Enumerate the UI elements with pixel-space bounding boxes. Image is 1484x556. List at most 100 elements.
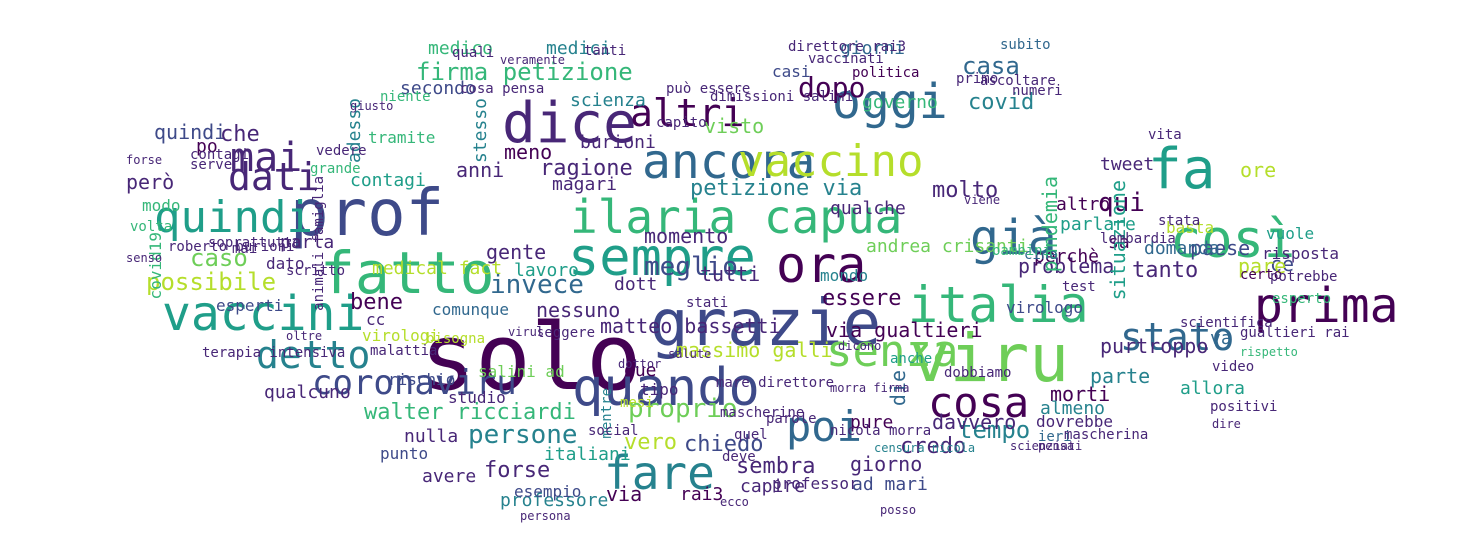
cloud-word: ore: [1240, 158, 1277, 182]
cloud-word: scienza: [570, 90, 646, 111]
cloud-word: punto: [380, 444, 429, 463]
cloud-word: fare: [604, 446, 715, 500]
cloud-word: esperti: [216, 296, 284, 315]
cloud-word: contagi: [350, 170, 426, 191]
cloud-word: ancora: [642, 134, 816, 190]
cloud-word: scientifica: [1180, 315, 1273, 331]
cloud-word: capito: [656, 115, 707, 131]
cloud-word: momento: [644, 224, 729, 248]
cloud-word: walter ricciardi: [364, 400, 576, 425]
cloud-word: primo: [956, 71, 999, 87]
cloud-word: po: [196, 136, 218, 157]
cloud-word: ilaria capua: [570, 190, 903, 244]
cloud-word: ora: [776, 236, 867, 294]
cloud-word: problema: [1018, 254, 1115, 278]
cloud-word: scienziati: [1010, 439, 1083, 453]
cloud-word: virologi: [362, 326, 440, 345]
cloud-word: potrebbe: [1270, 269, 1338, 285]
cloud-word: chiedo: [684, 432, 764, 457]
cloud-word: giusto: [350, 99, 394, 113]
cloud-word: avere: [422, 466, 477, 487]
cloud-word: sa: [1108, 232, 1130, 253]
cloud-word: scritto: [286, 263, 346, 279]
cloud-word: politica: [852, 65, 920, 81]
cloud-word: bene: [350, 290, 403, 315]
cloud-word: tempo: [958, 416, 1031, 444]
cloud-word: esempio: [514, 482, 582, 501]
cloud-word: governo: [862, 92, 938, 113]
cloud-word: già: [970, 210, 1057, 266]
cloud-word: nulla: [404, 426, 459, 447]
cloud-word: matteo bassetti: [600, 314, 781, 338]
cloud-word: numeri: [1012, 83, 1063, 99]
cloud-word: cosa pensa: [460, 81, 545, 97]
cloud-word: lombardia: [1100, 231, 1176, 247]
cloud-word: deve: [722, 449, 756, 465]
cloud-word: proprio: [628, 394, 738, 424]
cloud-word: dicono: [838, 339, 882, 353]
cloud-word: fatto: [320, 239, 495, 307]
cloud-word: tutti: [700, 262, 761, 286]
cloud-word: domanda: [1144, 238, 1220, 259]
cloud-word: essere: [822, 286, 902, 311]
cloud-word: virus: [508, 325, 545, 339]
cloud-word: tramite: [368, 128, 436, 147]
cloud-word: esperto: [1272, 291, 1332, 307]
cloud-word: giorni: [840, 38, 906, 59]
cloud-word: capire: [740, 476, 806, 497]
cloud-word: tanto: [1132, 258, 1199, 283]
cloud-word: grazie: [650, 287, 882, 361]
cloud-word: andrea crisanti: [866, 236, 1029, 257]
cloud-word: stesso: [470, 98, 491, 164]
cloud-word: senso: [126, 251, 163, 265]
cloud-word: censura nicola: [874, 441, 976, 455]
cloud-word: bisogna: [426, 331, 486, 347]
cloud-word: possibile: [146, 268, 277, 296]
cloud-word: professore: [500, 490, 609, 511]
cloud-word: purtroppo: [1100, 334, 1209, 358]
cloud-word: giorno: [850, 452, 923, 476]
cloud-word: mesi: [620, 395, 654, 411]
cloud-word: medical fact: [372, 258, 503, 279]
cloud-word: rai3: [680, 484, 724, 505]
cloud-word: dobbiamo: [944, 365, 1012, 381]
cloud-word: persona: [520, 509, 571, 523]
cloud-word: italia: [908, 276, 1089, 334]
cloud-word: positivi: [1210, 399, 1278, 415]
cloud-word: burioni: [580, 132, 656, 153]
cloud-word: caso: [190, 244, 248, 272]
cloud-word: veramente: [500, 53, 566, 67]
cloud-word: detto: [256, 333, 371, 377]
cloud-word: leggere: [536, 325, 596, 341]
cloud-word: però: [126, 170, 175, 194]
cloud-word: viru: [910, 320, 1069, 397]
cloud-word: morti: [1050, 382, 1111, 406]
cloud-word: salini ad: [478, 362, 565, 381]
cloud-word: dott: [614, 274, 658, 295]
cloud-word: terapia intensiva: [202, 345, 346, 361]
cloud-word: oltre: [286, 329, 323, 343]
cloud-word: tipo: [640, 380, 679, 399]
cloud-word: ad mari: [852, 474, 928, 495]
cloud-word: stati: [686, 295, 729, 311]
cloud-word: nicola morra: [830, 423, 932, 439]
cloud-word: posso: [880, 503, 917, 517]
cloud-word: dice: [502, 91, 637, 156]
cloud-word: medici: [546, 38, 612, 59]
cloud-word: qualcuno: [264, 382, 351, 403]
cloud-word: meglio: [644, 252, 738, 282]
cloud-word: salute: [668, 347, 712, 361]
cloud-word: vaccinati: [808, 51, 884, 67]
cloud-word: forse: [126, 153, 163, 167]
cloud-word: quindi: [154, 120, 227, 144]
cloud-word: covid19: [146, 232, 165, 300]
cloud-word: tanti: [584, 43, 627, 59]
cloud-word: studio: [448, 388, 506, 407]
cloud-word: contagi: [190, 147, 250, 163]
cloud-word: molto: [932, 178, 999, 203]
cloud-word: viene: [964, 193, 1001, 207]
cloud-word: dati: [228, 155, 320, 199]
cloud-word: medico: [428, 38, 494, 59]
cloud-word: mondo: [820, 266, 869, 285]
cloud-word: sempre: [568, 228, 756, 288]
